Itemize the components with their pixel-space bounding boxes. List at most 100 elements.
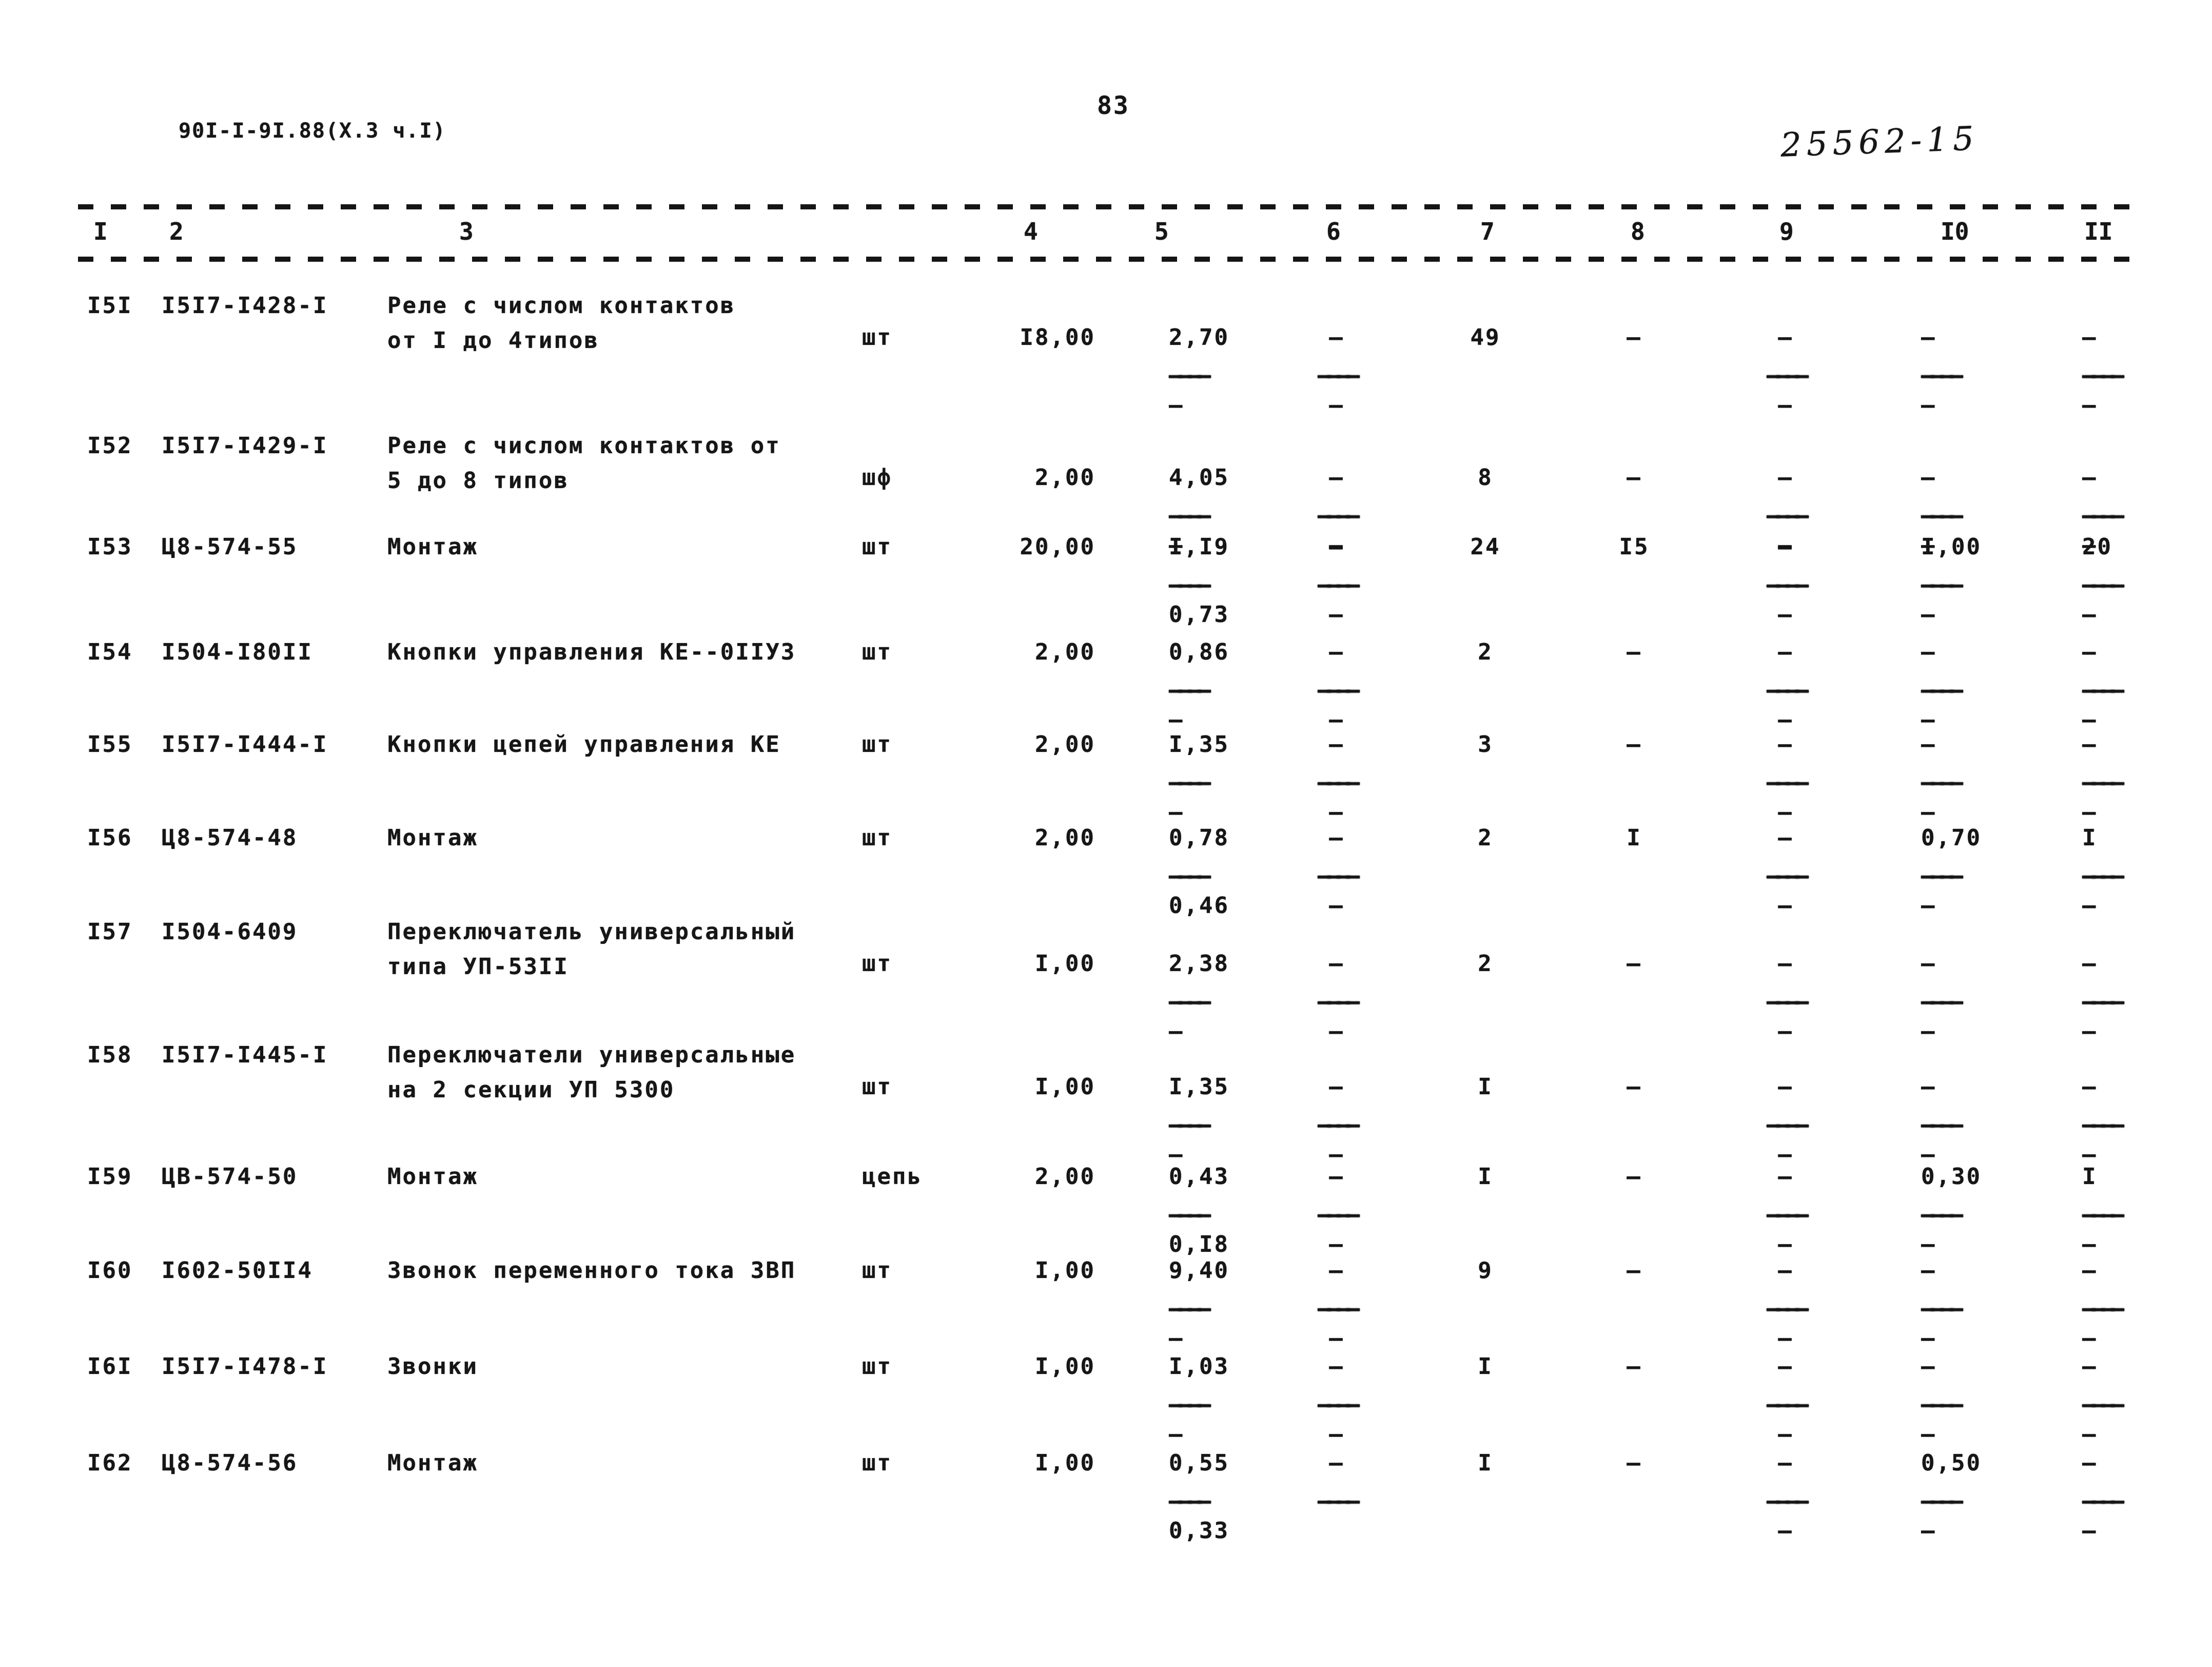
quantity: I,00 xyxy=(1035,951,1095,977)
col11-top-value: – xyxy=(2082,951,2098,977)
col5-bottom-value: 0,33 xyxy=(1169,1518,1229,1544)
col10-dash-line: ———— xyxy=(1921,362,1963,389)
column-header-1: I xyxy=(93,218,108,245)
col5-top-value: 0,86 xyxy=(1169,639,1229,665)
col6-top-dash: – xyxy=(1329,534,1344,560)
col11-dash-line: ———— xyxy=(2082,1488,2124,1514)
col6-top-dash: – xyxy=(1329,731,1344,758)
col6-dash-cell: – ———— — xyxy=(1306,1074,1367,1168)
col6-bottom-dash: — xyxy=(1329,1018,1344,1044)
col7-count: 24 xyxy=(1470,534,1501,560)
col10-value-cell: – ———— — xyxy=(1918,324,2008,418)
col6-bottom-dash: — xyxy=(1329,893,1344,919)
col6-top-dash: – xyxy=(1329,1353,1344,1380)
description-line-2 xyxy=(387,1198,478,1233)
col11-value-cell: – ———— — xyxy=(2077,731,2159,825)
col10-bottom-value: — xyxy=(1921,1325,1936,1351)
unit-of-measure: шт xyxy=(862,324,892,351)
description-line-1: Кнопки цепей управления КЕ xyxy=(387,731,781,758)
col9-dash-cell: – ———— — xyxy=(1752,825,1819,919)
col7-count: 3 xyxy=(1478,731,1493,758)
col11-bottom-value: — xyxy=(2082,1421,2098,1447)
item-description: Переключатели универсальные на 2 секции … xyxy=(387,1042,796,1112)
col9-dash-cell: – ———— — xyxy=(1752,464,1819,558)
col9-bottom-dash: — xyxy=(1778,392,1793,418)
row-number: I5I xyxy=(87,293,133,319)
col5-bottom-value: — xyxy=(1169,1141,1184,1168)
col5-dash-line: ———— xyxy=(1169,1488,1211,1514)
col6-top-dash: – xyxy=(1329,951,1344,977)
col9-top-dash: – xyxy=(1778,1353,1793,1380)
page-number: 83 xyxy=(1097,91,1130,120)
col11-bottom-value: — xyxy=(2082,1518,2098,1544)
col5-value-cell: 0,43 ———— 0,I8 xyxy=(1169,1164,1256,1257)
col9-top-dash: – xyxy=(1778,1257,1793,1284)
col6-bottom-dash: — xyxy=(1329,799,1344,825)
col6-bottom-dash: — xyxy=(1329,1325,1344,1351)
col11-bottom-value: — xyxy=(2082,392,2098,418)
description-line-2 xyxy=(387,860,478,895)
unit-of-measure: шт xyxy=(862,951,892,977)
col9-top-dash: – xyxy=(1778,951,1793,977)
col10-bottom-value: — xyxy=(1921,893,1936,919)
quantity: 2,00 xyxy=(1035,731,1095,758)
col9-dash-cell: – ———— — xyxy=(1752,1074,1819,1168)
col5-top-value: 0,78 xyxy=(1169,825,1229,851)
column-header-4: 4 xyxy=(1024,218,1038,245)
col5-bottom-value: — xyxy=(1169,1018,1184,1044)
col6-bottom-dash: — xyxy=(1329,707,1344,733)
table-row: I56 Ц8-574-48 Монтаж шт 2,00 0,78 ———— 0… xyxy=(0,825,2212,919)
col6-dash-line: ———— xyxy=(1318,1201,1360,1228)
item-code: I5I7-I428-I xyxy=(162,293,328,319)
col10-dash-line: ———— xyxy=(1921,1112,1963,1138)
col10-dash-line: ———— xyxy=(1921,988,1963,1015)
col8-value: – xyxy=(1627,731,1642,758)
col5-value-cell: 0,86 ———— — xyxy=(1169,639,1256,733)
col10-bottom-value: — xyxy=(1921,1018,1936,1044)
col7-count: I xyxy=(1478,1074,1493,1100)
quantity: I,00 xyxy=(1035,1074,1095,1100)
quantity: I,00 xyxy=(1035,1257,1095,1284)
description-line-1: Монтаж xyxy=(387,1450,478,1476)
col5-value-cell: 0,55 ———— 0,33 xyxy=(1169,1450,1256,1544)
unit-of-measure: шт xyxy=(862,1257,892,1284)
description-line-1: Переключатели универсальные xyxy=(387,1042,796,1068)
col10-dash-line: ———— xyxy=(1921,677,1963,703)
item-code: I5I7-I444-I xyxy=(162,731,328,758)
quantity: 2,00 xyxy=(1035,825,1095,851)
col6-top-dash: – xyxy=(1329,1257,1344,1284)
col5-top-value: 2,38 xyxy=(1169,951,1229,977)
table-row: I57 I504-6409 Переключатель универсальны… xyxy=(0,919,2212,1044)
item-code: I5I7-I445-I xyxy=(162,1042,328,1068)
col10-top-value: – xyxy=(1921,1074,1936,1100)
col6-dash-cell: – ———— — xyxy=(1306,1164,1367,1257)
col6-dash-line: ———— xyxy=(1318,572,1360,598)
col9-bottom-dash: — xyxy=(1778,1518,1793,1544)
description-line-2: на 2 секции УП 5300 xyxy=(387,1077,675,1103)
col11-bottom-value: — xyxy=(2082,532,2098,558)
col6-dash-line: ———— xyxy=(1318,502,1360,529)
table-row: I53 Ц8-574-55 Монтаж шт 20,00 I,I9 ———— … xyxy=(0,534,2212,628)
col11-top-value: – xyxy=(2082,731,2098,758)
col10-top-value: – xyxy=(1921,731,1936,758)
col11-dash-line: ———— xyxy=(2082,1201,2124,1228)
col8-value: – xyxy=(1627,464,1642,491)
col6-dash-cell: – ———— — xyxy=(1306,324,1367,418)
item-description: Монтаж xyxy=(387,1164,478,1233)
table-row: I5I I5I7-I428-I Реле с числом контактов … xyxy=(0,293,2212,418)
col7-count: I xyxy=(1478,1450,1493,1476)
col5-dash-line: ———— xyxy=(1169,362,1211,389)
unit-of-measure: шт xyxy=(862,1353,892,1380)
item-description: Монтаж xyxy=(387,534,478,604)
col11-value-cell: – ———— — xyxy=(2077,1450,2159,1544)
col11-dash-line: ———— xyxy=(2082,677,2124,703)
col11-value-cell: – ———— — xyxy=(2077,951,2159,1044)
col5-dash-line: ———— xyxy=(1169,502,1211,529)
col6-top-dash: – xyxy=(1329,639,1344,665)
col5-dash-line: ———— xyxy=(1169,1295,1211,1322)
description-line-1: Звонки xyxy=(387,1353,478,1380)
col6-dash-cell: – ———— — xyxy=(1306,639,1367,733)
col10-dash-line: ———— xyxy=(1921,572,1963,598)
col9-dash-line: ———— xyxy=(1767,863,1809,889)
col8-value: – xyxy=(1627,1257,1642,1284)
